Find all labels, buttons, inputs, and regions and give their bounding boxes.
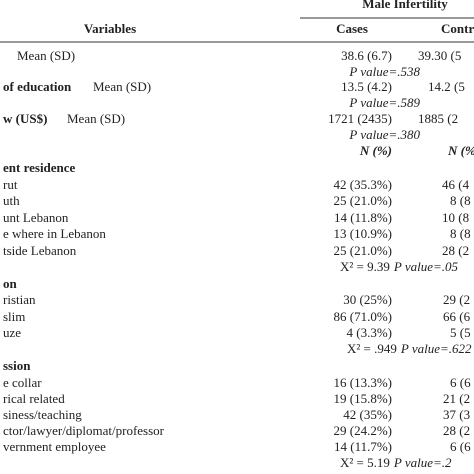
column-header: Contr: [441, 21, 474, 36]
controls-cell: 6 (6: [450, 375, 471, 390]
controls-cell: 46 (4: [442, 177, 470, 192]
cases-cell: 19 (15.8%): [334, 391, 393, 406]
controls-cell: 8 (8: [450, 226, 471, 241]
row-sublabel: Mean (SD): [67, 111, 125, 126]
row-sublabel: Mean (SD): [17, 48, 75, 63]
controls-cell: 39.30 (5: [418, 48, 461, 63]
cases-cell: 42 (35%): [343, 407, 392, 422]
controls-cell: 14.2 (5: [428, 79, 465, 94]
controls-cell: 8 (8: [450, 193, 471, 208]
cases-cell: 86 (71.0%): [334, 309, 393, 324]
row-label: unt Lebanon: [3, 210, 69, 225]
row-label: slim: [3, 309, 25, 324]
controls-cell: 5 (5: [450, 325, 471, 340]
column-header: Variables: [84, 21, 136, 36]
controls-cell: 37 (3: [443, 407, 470, 422]
chi-square: X² = .949: [347, 341, 397, 356]
controls-cell: 29 (2: [443, 292, 470, 307]
controls-cell: 6 (6: [450, 439, 471, 454]
chi-square: X² = 5.19: [340, 455, 390, 470]
chi-square: X² = 9.39: [340, 259, 390, 274]
row-label: vernment employee: [3, 439, 106, 454]
test-statistic: X² = 5.19 P value=.2: [340, 455, 452, 470]
controls-cell: 28 (2: [442, 243, 469, 258]
row-label: ristian: [3, 292, 36, 307]
cases-cell: N (%): [359, 143, 392, 158]
cases-cell: 42 (35.3%): [334, 177, 393, 192]
row-label: on: [3, 276, 18, 291]
controls-cell: 28 (2: [443, 423, 470, 438]
column-header: Cases: [336, 21, 368, 36]
row-label: siness/teaching: [3, 407, 82, 422]
row-label: e where in Lebanon: [3, 226, 106, 241]
cases-cell: 30 (25%): [343, 292, 392, 307]
p-value: P value=.622: [400, 341, 472, 356]
controls-cell: 66 (6: [443, 309, 471, 324]
cases-cell: 14 (11.8%): [334, 210, 392, 225]
p-value: P value=.2: [393, 455, 452, 470]
p-value: P value=.380: [348, 127, 420, 142]
cases-cell: 16 (13.3%): [334, 375, 393, 390]
row-label: rut: [3, 177, 18, 192]
cases-cell: 13 (10.9%): [334, 226, 393, 241]
row-label: of education: [3, 79, 72, 94]
controls-cell: 1885 (2: [418, 111, 458, 126]
cases-cell: 38.6 (6.7): [341, 48, 392, 63]
row-sublabel: Mean (SD): [93, 79, 151, 94]
row-label: w (US$): [3, 111, 47, 126]
row-label: ent residence: [3, 160, 76, 175]
controls-cell: 10 (8: [442, 210, 469, 225]
row-label: rical related: [3, 391, 65, 406]
test-statistic: X² = 9.39 P value=.05: [340, 259, 459, 274]
controls-cell: 21 (2: [443, 391, 470, 406]
cases-cell: 13.5 (4.2): [341, 79, 392, 94]
group-header: Male Infertility: [362, 0, 448, 11]
cases-cell: 14 (11.7%): [334, 439, 392, 454]
cases-cell: 25 (21.0%): [334, 243, 393, 258]
cases-cell: 29 (24.2%): [334, 423, 393, 438]
cases-cell: 4 (3.3%): [347, 325, 393, 340]
row-label: ctor/lawyer/diplomat/professor: [3, 423, 165, 438]
row-label: ssion: [3, 358, 31, 373]
row-label: e collar: [3, 375, 42, 390]
test-statistic: X² = .949 P value=.622: [347, 341, 472, 356]
row-label: tside Lebanon: [3, 243, 77, 258]
row-label: uth: [3, 193, 20, 208]
cases-cell: 25 (21.0%): [334, 193, 393, 208]
cases-cell: 1721 (2435): [328, 111, 392, 126]
controls-cell: N (%: [447, 143, 474, 158]
row-label: uze: [3, 325, 21, 340]
p-value: P value=.05: [393, 259, 459, 274]
p-value: P value=.589: [348, 95, 420, 110]
p-value: P value=.538: [348, 64, 420, 79]
